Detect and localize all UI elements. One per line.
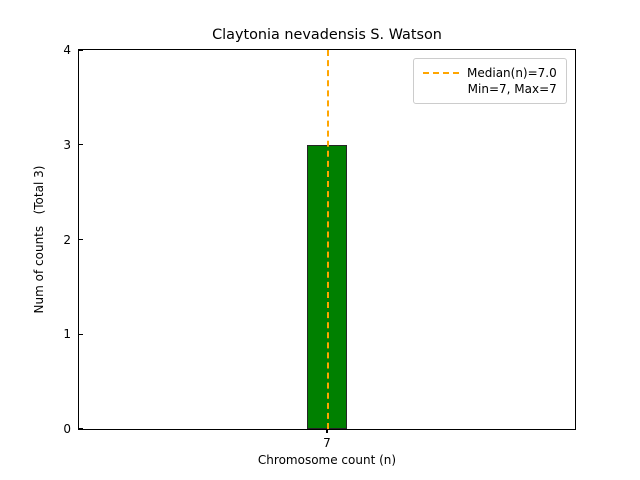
y-tick-label: 1 bbox=[63, 327, 71, 342]
y-tick-mark bbox=[79, 238, 83, 240]
legend-extra-row: Min=7, Max=7 bbox=[423, 81, 557, 97]
legend-entry-label: Median(n)=7.0 bbox=[467, 66, 557, 80]
x-axis-label: Chromosome count (n) bbox=[257, 453, 397, 467]
legend-entry-median: Median(n)=7.0 bbox=[423, 65, 557, 81]
y-axis-label-container: Num of counts (Total 3) bbox=[0, 0, 60, 480]
y-axis-label: Num of counts (Total 3) bbox=[32, 165, 46, 314]
y-tick-label: 3 bbox=[63, 137, 71, 152]
chart-title: Claytonia nevadensis S. Watson bbox=[212, 27, 442, 43]
y-tick-label: 4 bbox=[63, 43, 71, 57]
median-line bbox=[327, 50, 329, 429]
y-tick-label: 2 bbox=[63, 232, 71, 247]
y-tick-mark bbox=[79, 428, 83, 430]
y-tick-mark bbox=[79, 144, 83, 146]
x-tick-label: 7 bbox=[323, 436, 331, 450]
y-tick-mark bbox=[79, 333, 83, 335]
y-tick-label: 0 bbox=[63, 422, 71, 436]
x-tick-mark bbox=[326, 429, 328, 433]
y-tick-mark bbox=[79, 49, 83, 51]
plot-area: 4 3 2 1 0 7 Media bbox=[63, 43, 576, 450]
dashed-line-icon bbox=[423, 67, 459, 79]
chart-legend: Median(n)=7.0 Min=7, Max=7 bbox=[413, 58, 567, 104]
legend-minmax-label: Min=7, Max=7 bbox=[467, 82, 557, 96]
